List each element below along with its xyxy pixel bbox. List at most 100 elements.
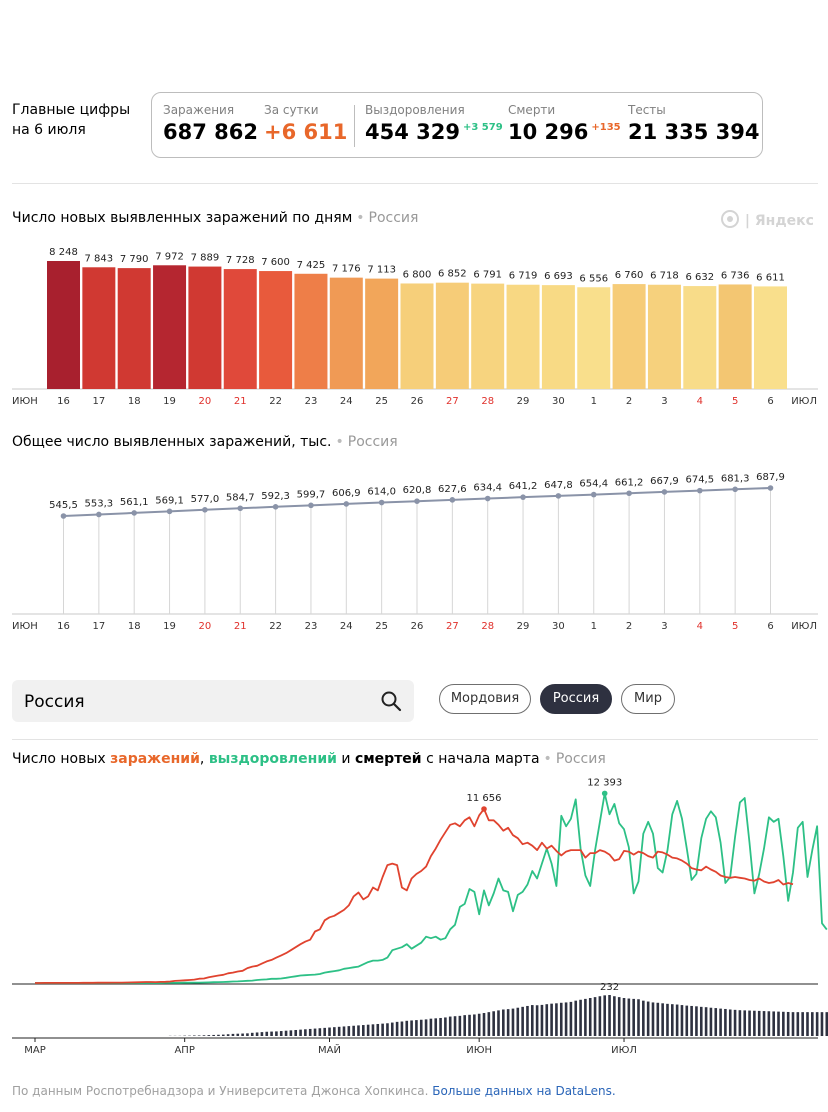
chart3-deaths-bar xyxy=(521,1006,524,1036)
chart3-deaths-peak-label: 232 xyxy=(600,982,619,993)
chart1-bar xyxy=(754,286,787,389)
footer-text: По данным Роспотребнадзора и Университет… xyxy=(12,1084,433,1098)
chart3-deaths-bar xyxy=(221,1034,225,1036)
region-pill-mordovia[interactable]: Мордовия xyxy=(439,684,531,714)
chart3-deaths-bar xyxy=(497,1010,500,1036)
chart1-data-label: 7 728 xyxy=(226,255,255,266)
chart2-point xyxy=(732,486,738,493)
datalens-link[interactable]: Больше данных на DataLens. xyxy=(432,1084,616,1098)
chart1-bar xyxy=(47,261,80,389)
chart2-tick-label: 18 xyxy=(128,621,141,632)
chart1-data-label: 7 113 xyxy=(367,265,396,276)
chart2-point xyxy=(237,505,244,512)
chart3-deaths-bar xyxy=(555,1003,558,1036)
chart1-bar xyxy=(612,284,646,389)
chart2-data-label: 584,7 xyxy=(226,492,255,503)
chart1-bar xyxy=(82,267,116,389)
chart1-data-label: 7 843 xyxy=(85,253,114,264)
chart3-deaths-bar xyxy=(733,1009,737,1036)
chart3-recovered-peak-point xyxy=(601,790,608,797)
chart3-deaths-bar xyxy=(806,1012,809,1036)
chart3-deaths-bar xyxy=(608,995,611,1036)
chart1-tick-label: 19 xyxy=(163,396,176,407)
chart1-data-label: 6 791 xyxy=(473,270,502,281)
chart2-point xyxy=(378,499,385,506)
stat-daily-value: +6 611 xyxy=(264,120,348,144)
chart3-deaths-bar xyxy=(506,1009,510,1036)
chart3-deaths-bar xyxy=(260,1032,264,1036)
chart2-tick-label: 27 xyxy=(446,621,459,632)
chart3-deaths-bar xyxy=(530,1005,534,1036)
chart3-deaths-bar xyxy=(666,1003,669,1036)
region-search[interactable] xyxy=(12,680,414,722)
chart3-title-cases: заражений xyxy=(110,751,200,767)
chart1-data-label: 7 176 xyxy=(332,264,361,275)
chart3-deaths-bar xyxy=(313,1028,317,1036)
chart3-deaths-bar xyxy=(690,1005,693,1036)
chart3-cases-line xyxy=(35,808,794,984)
chart3-deaths-bar xyxy=(584,998,587,1036)
chart1-month-start: ИЮН xyxy=(12,396,38,407)
chart1-title-text: Число новых выявленных заражений по дням xyxy=(12,210,353,226)
chart1-bar xyxy=(435,282,469,389)
summary-title-line2: на 6 июля xyxy=(12,122,86,138)
chart1-data-label: 7 972 xyxy=(155,251,184,262)
search-icon[interactable] xyxy=(380,690,402,712)
chart1-data-label: 6 718 xyxy=(650,271,679,282)
chart2-data-label: 553,3 xyxy=(85,498,114,509)
chart3-deaths-bar xyxy=(685,1005,689,1036)
chart1-data-label: 7 600 xyxy=(261,257,290,268)
chart2-point xyxy=(449,497,456,503)
chart1-data-label: 6 800 xyxy=(403,269,432,280)
chart2-point xyxy=(343,501,350,507)
chart3-deaths-bar xyxy=(448,1016,452,1036)
chart2-tick-label: 24 xyxy=(340,621,353,632)
chart1-bar xyxy=(188,266,222,389)
chart3-deaths-bar xyxy=(598,996,602,1036)
chart3-deaths-bar xyxy=(318,1028,322,1036)
chart1-data-label: 6 719 xyxy=(509,271,538,282)
chart2-point xyxy=(697,487,703,494)
chart3-deaths-bar xyxy=(796,1012,800,1036)
chart2-title-text: Общее число выявленных заражений, тыс. xyxy=(12,434,332,450)
chart3-deaths-bar xyxy=(540,1004,544,1036)
region-search-input[interactable] xyxy=(22,688,366,716)
chart3-deaths-bar xyxy=(342,1026,346,1036)
chart1-data-label: 6 760 xyxy=(615,270,644,281)
chart2-data-label: 569,1 xyxy=(155,495,184,506)
chart1-data-label: 6 852 xyxy=(438,269,467,280)
yandex-logo: | Яндекс xyxy=(720,209,814,229)
region-pill-world[interactable]: Мир xyxy=(621,684,675,714)
chart2-data-label: 687,9 xyxy=(756,472,785,483)
chart3-deaths-bar xyxy=(661,1003,664,1036)
chart2-region: Россия xyxy=(347,434,398,450)
chart1-bar xyxy=(365,278,399,389)
chart3-deaths-bar xyxy=(395,1021,399,1036)
chart3-deaths-bar xyxy=(337,1026,341,1036)
chart3-deaths-bar xyxy=(820,1012,824,1036)
region-pill-russia[interactable]: Россия xyxy=(540,684,612,714)
chart2-point xyxy=(96,511,102,518)
chart3-title-part: Число новых xyxy=(12,751,111,767)
chart2-data-label: 614,0 xyxy=(367,487,396,498)
chart1-tick-label: 28 xyxy=(481,396,494,407)
chart3-deaths-bar xyxy=(801,1012,804,1036)
stat-tests: Тесты 21 335 394 xyxy=(628,103,760,144)
chart3-deaths-bar xyxy=(704,1007,708,1036)
chart2-point xyxy=(166,508,173,515)
chart1-tick-label: 30 xyxy=(552,396,565,407)
chart3-deaths-bar xyxy=(217,1034,220,1036)
chart3-deaths-bar xyxy=(308,1028,312,1036)
chart3-deaths-bar xyxy=(646,1001,650,1036)
chart3-deaths-bar xyxy=(588,998,592,1036)
stat-recovered: Выздоровления 454 329 +3 579 xyxy=(365,103,503,144)
chart2-data-label: 667,9 xyxy=(650,476,679,487)
chart1-tick-label: 3 xyxy=(661,396,667,407)
stat-daily-label: За сутки xyxy=(264,103,319,117)
chart2-point xyxy=(626,490,632,497)
chart1-data-label: 7 425 xyxy=(297,260,326,271)
chart1-tick-label: 27 xyxy=(446,396,459,407)
chart3-deaths-bar xyxy=(786,1011,790,1036)
chart3-deaths-bar xyxy=(352,1025,355,1036)
chart3-deaths-bar xyxy=(299,1029,302,1036)
